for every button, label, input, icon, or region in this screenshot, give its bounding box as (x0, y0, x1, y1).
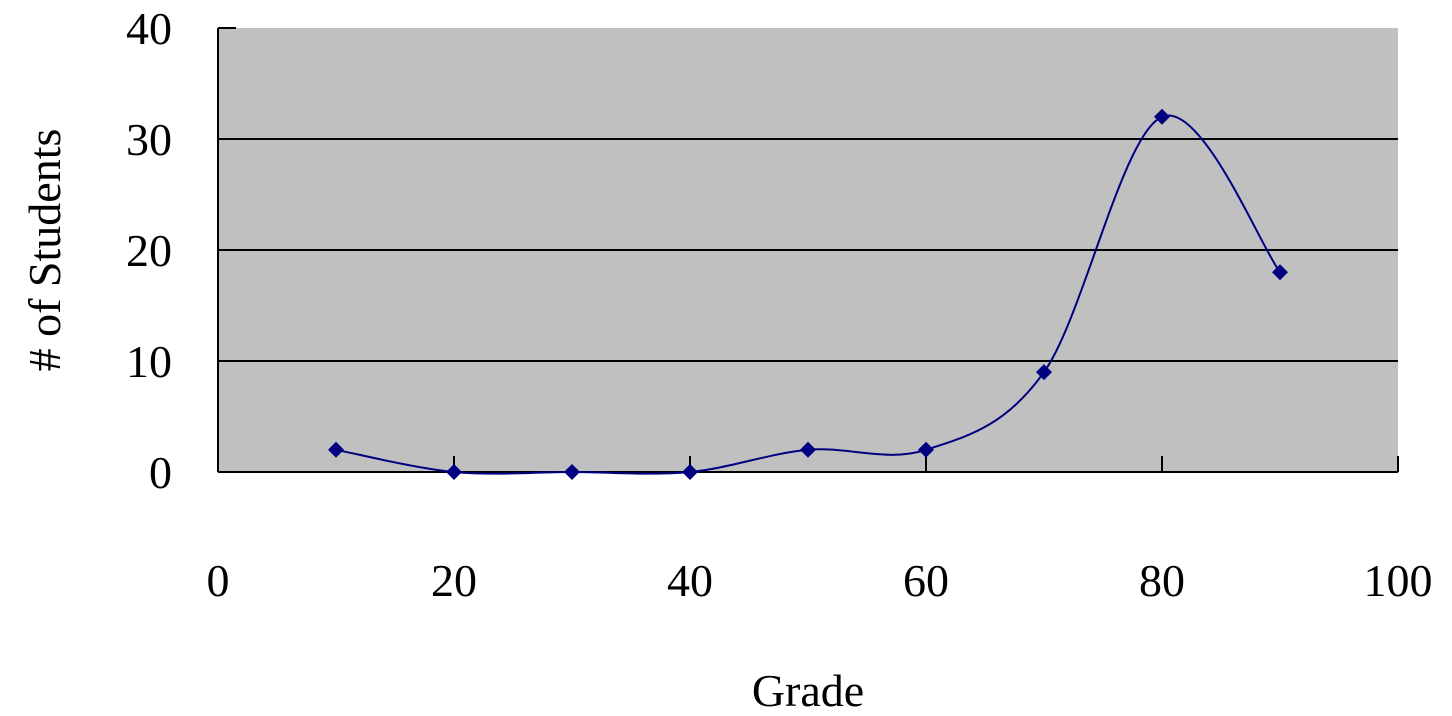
y-axis-title: # of Students (19, 129, 70, 372)
y-tick-label: 0 (149, 447, 172, 498)
data-markers (328, 108, 1288, 480)
data-point-marker (918, 441, 934, 458)
x-tick-label: 0 (207, 555, 230, 606)
y-tick-labels: 0 10 20 30 40 (126, 3, 172, 498)
x-tick-label: 20 (431, 555, 477, 606)
x-tick-label: 40 (667, 555, 713, 606)
y-tick-label: 40 (126, 3, 172, 54)
x-tick-label: 60 (903, 555, 949, 606)
x-tick-label: 80 (1139, 555, 1185, 606)
axes (217, 27, 1399, 473)
series-line (335, 114, 1281, 475)
data-point-marker (1036, 364, 1052, 381)
data-point-marker (682, 464, 698, 480)
x-tick-labels: 0 20 40 60 80 100 (207, 555, 1433, 606)
data-point-marker (564, 464, 580, 480)
y-tick-label: 20 (126, 225, 172, 276)
data-point-marker (1272, 264, 1288, 281)
x-axis-title: Grade (752, 665, 864, 716)
x-tick-label: 100 (1364, 555, 1433, 606)
data-point-marker (1154, 108, 1170, 125)
data-point-marker (328, 441, 344, 458)
y-tick-label: 10 (126, 336, 172, 387)
data-point-marker (446, 464, 462, 480)
data-point-marker (800, 441, 816, 458)
y-tick-label: 30 (126, 114, 172, 165)
